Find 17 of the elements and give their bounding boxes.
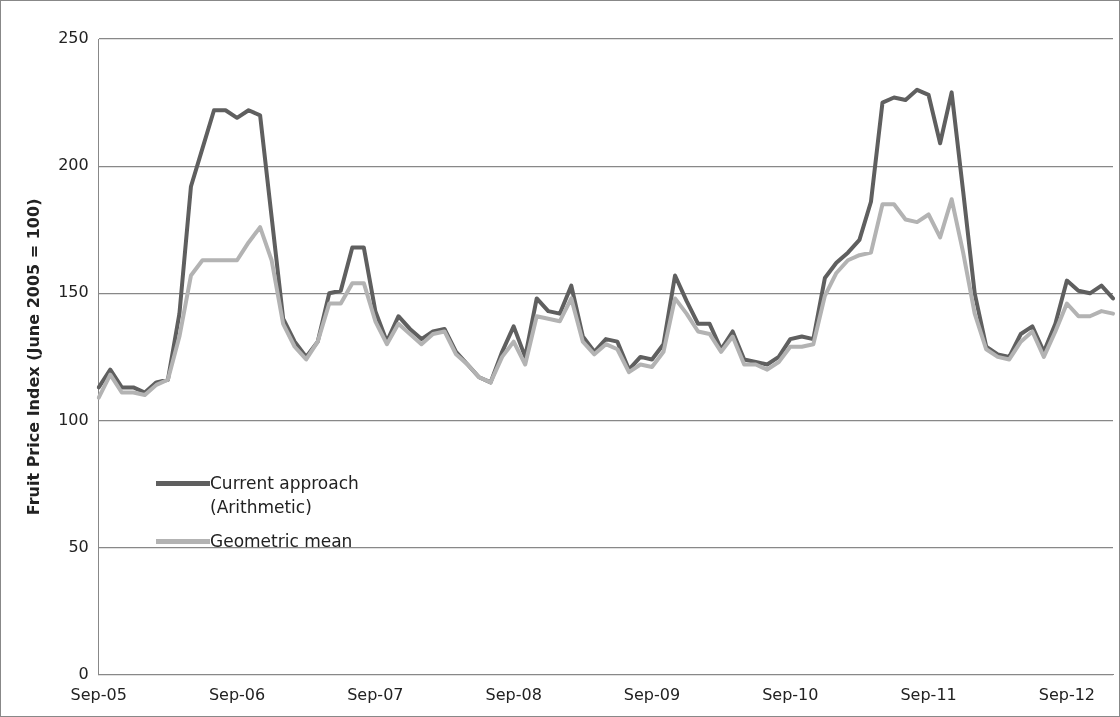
y-tick-label: 200 bbox=[58, 155, 89, 175]
y-axis-title: Fruit Price Index (June 2005 = 100) bbox=[23, 198, 43, 516]
x-tick-label: Sep-06 bbox=[208, 684, 266, 704]
y-tick-label: 50 bbox=[68, 536, 89, 556]
x-tick-label: Sep-09 bbox=[623, 684, 681, 704]
y-tick-label: 250 bbox=[58, 28, 89, 48]
x-tick-label: Sep-12 bbox=[1038, 684, 1096, 704]
legend-label: Geometric mean bbox=[210, 530, 354, 553]
legend-label: Current approach (Arithmetic) bbox=[210, 472, 360, 519]
y-tick-label: 150 bbox=[58, 282, 89, 302]
x-tick-label: Sep-05 bbox=[70, 684, 127, 704]
y-tick-label: 0 bbox=[78, 663, 89, 683]
x-tick-label: Sep-08 bbox=[485, 684, 542, 704]
x-tick-label: Sep-07 bbox=[347, 684, 404, 704]
x-tick-label: Sep-10 bbox=[762, 684, 819, 704]
x-tick-label: Sep-11 bbox=[900, 684, 957, 704]
y-tick-label: 100 bbox=[58, 409, 89, 429]
